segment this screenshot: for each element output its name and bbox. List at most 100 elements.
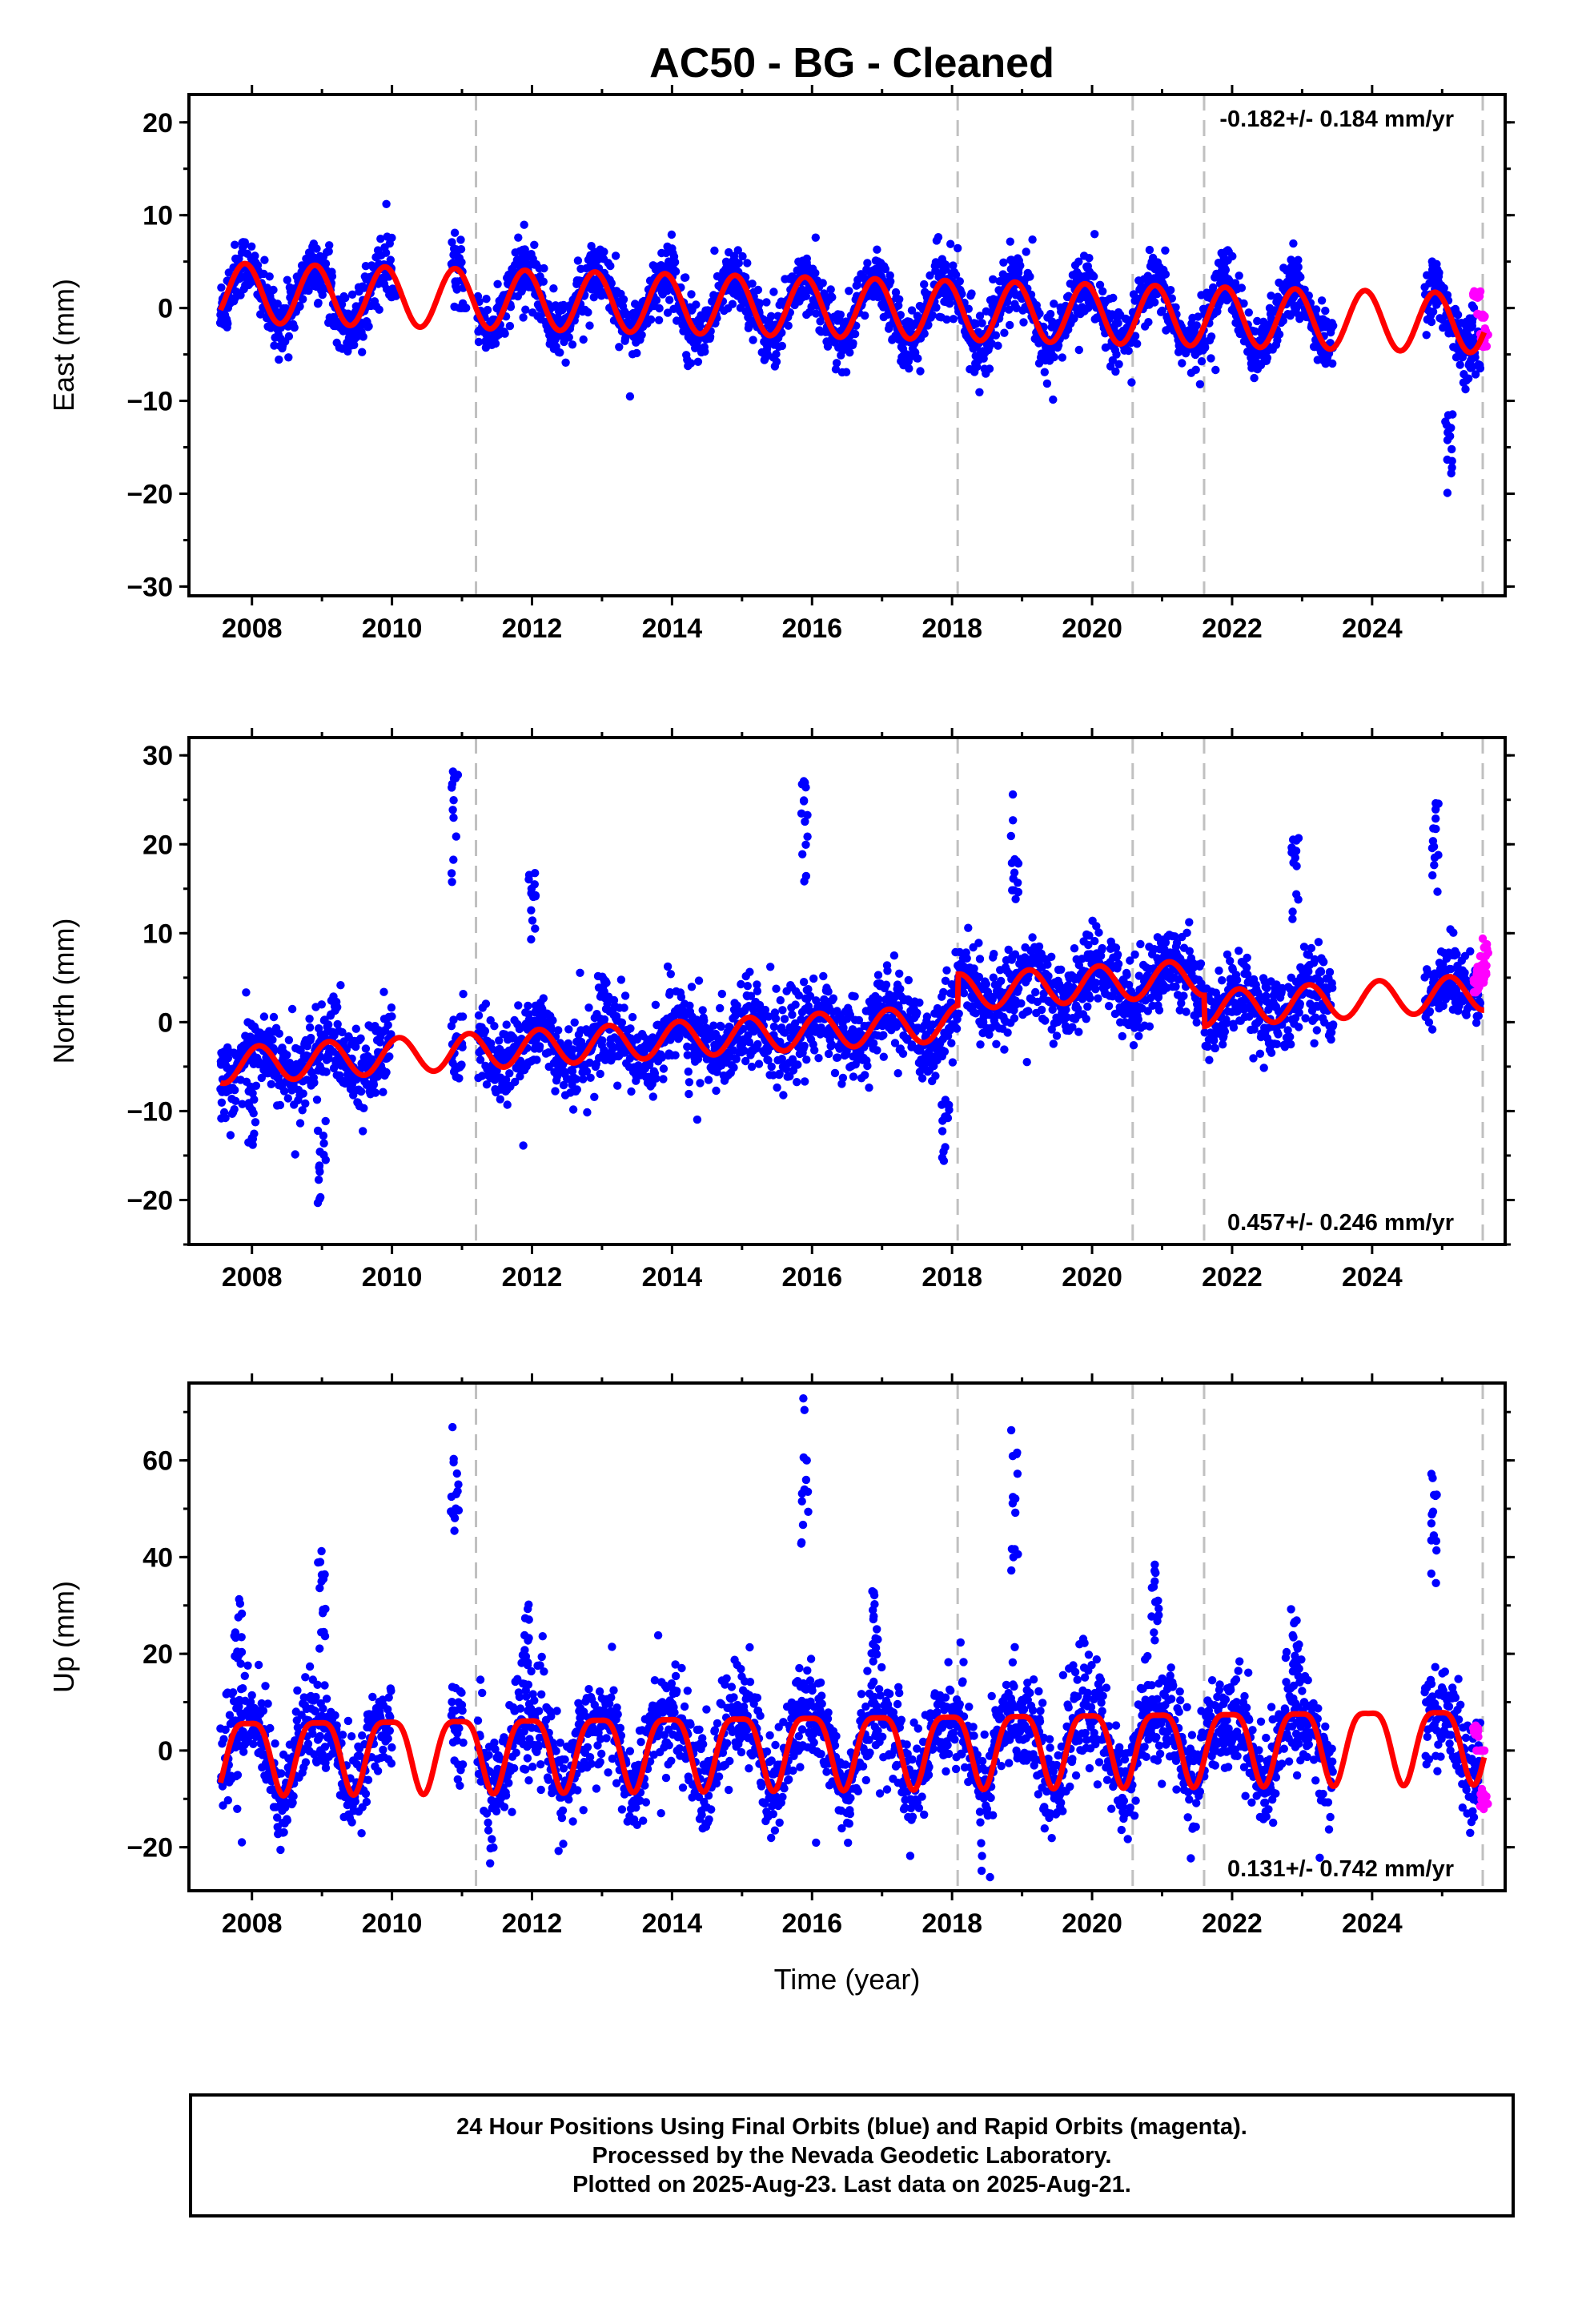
final-orbit-point [1237,283,1247,292]
final-orbit-point [687,983,697,991]
final-orbit-point [800,1041,809,1051]
final-orbit-point [982,979,991,989]
final-orbit-point [913,354,922,363]
final-orbit-point [448,238,456,247]
final-orbit-point [778,1006,787,1015]
final-orbit-point [975,955,985,963]
final-orbit-point [1058,353,1067,362]
final-orbit-point [931,1072,940,1080]
final-orbit-point [1328,359,1337,368]
final-orbit-point [1195,380,1205,388]
final-orbit-point [450,228,460,237]
y-tick-label: 20 [143,108,173,139]
final-orbit-point [654,316,664,324]
final-orbit-point [1082,1015,1090,1023]
final-orbit-point [832,359,841,368]
final-orbit-point [305,1015,314,1023]
final-orbit-point [1476,364,1485,373]
final-orbit-point [1443,489,1452,497]
final-orbit-point [564,1025,573,1034]
final-orbit-point [259,1012,269,1021]
final-orbit-point [824,987,833,996]
final-orbit-point [590,1092,599,1102]
final-orbit-point [265,272,274,281]
final-orbit-point [333,1003,342,1012]
final-orbit-point [1028,933,1037,942]
final-orbit-point [686,359,696,368]
final-orbit-point [625,392,635,401]
final-orbit-point [1114,360,1123,368]
final-orbit-point [762,298,771,307]
final-orbit-point [568,1105,578,1114]
final-orbit-point [1074,345,1084,355]
final-orbit-point [772,357,781,366]
final-orbit-point [1197,357,1207,366]
final-orbit-point [809,974,818,983]
final-orbit-point [628,1012,637,1022]
final-orbit-point [371,1088,380,1097]
final-orbit-point [671,1051,680,1059]
final-orbit-point [1219,251,1227,259]
final-orbit-point [291,1150,299,1159]
final-orbit-point [780,1015,789,1023]
final-orbit-point [879,1052,889,1061]
final-orbit-point [231,1086,239,1095]
final-orbit-point [576,968,584,978]
final-orbit-point [660,287,669,296]
final-orbit-point [312,1096,322,1104]
final-orbit-point [905,364,913,373]
final-orbit-point [1447,468,1456,478]
final-orbit-point [696,1079,705,1088]
final-orbit-point [784,321,793,330]
final-orbit-point [1319,320,1328,328]
final-orbit-point [460,304,468,312]
final-orbit-point [1034,942,1044,951]
final-orbit-point [967,289,976,298]
final-orbit-point [753,987,762,995]
final-orbit-point [572,1085,581,1094]
final-orbit-point [356,1034,365,1043]
final-orbit-point [1085,254,1094,263]
final-orbit-point [1042,379,1052,388]
final-orbit-point [959,989,969,998]
final-orbit-point [1461,384,1470,394]
final-orbit-point [1317,296,1327,305]
final-orbit-point [491,339,500,348]
final-orbit-point [269,1012,279,1022]
final-orbit-point [861,1071,869,1080]
final-orbit-point [381,248,391,257]
final-orbit-point [457,258,466,267]
final-orbit-point [1295,271,1303,279]
final-orbit-point [797,258,805,267]
final-orbit-point [777,341,786,351]
final-orbit-point [579,1075,588,1084]
final-orbit-point [299,1089,307,1098]
final-orbit-point [500,329,509,338]
final-orbit-point [1000,328,1009,337]
final-orbit-point [802,1055,811,1064]
final-orbit-point [1090,272,1098,281]
final-orbit-point [1019,318,1028,327]
final-orbit-point [251,251,259,260]
final-orbit-point [841,368,851,376]
final-orbit-point [729,1063,738,1072]
final-orbit-point [1468,317,1477,327]
final-orbit-point [753,285,763,295]
final-orbit-point [347,290,357,299]
final-orbit-point [964,923,973,932]
y-axis-label: East (mm) [47,279,80,412]
final-orbit-point [1150,298,1159,307]
x-tick-label: 2008 [222,613,283,644]
final-orbit-point [771,1014,781,1023]
final-orbit-point [539,277,548,286]
final-orbit-point [947,1039,956,1047]
final-orbit-point [514,1001,523,1010]
final-orbit-point [667,230,677,239]
final-orbit-point [838,1073,848,1083]
final-orbit-point [596,1069,604,1079]
y-tick-label: −20 [126,479,173,509]
final-orbit-point [230,1105,239,1114]
final-orbit-point [521,305,530,314]
final-orbit-point [738,251,747,261]
rapid-orbit-point [1468,289,1478,298]
